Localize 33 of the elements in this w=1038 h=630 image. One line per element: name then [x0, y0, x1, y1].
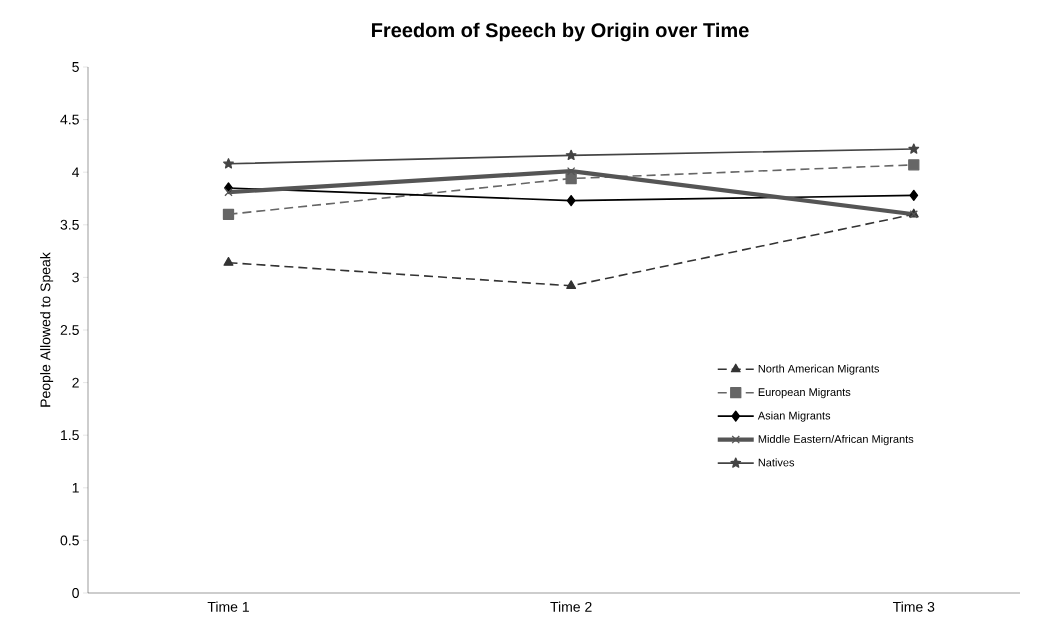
point	[222, 208, 235, 220]
y-tick-label: 1.5	[61, 430, 79, 441]
y-tick-label: 2.5	[60, 325, 79, 335]
y-tick-label: 1	[72, 482, 79, 493]
y-tick-label: 4.5	[60, 114, 79, 125]
point	[908, 159, 920, 171]
legend-label: Asian Migrants	[757, 411, 831, 422]
point	[566, 280, 577, 289]
y-tick-label: 5	[72, 62, 79, 72]
x-tick-label: Time 3	[892, 601, 935, 612]
point	[566, 166, 576, 176]
x-tick-label: Time 2	[550, 601, 592, 612]
legend-label: Middle Eastern/African Migrants	[758, 434, 914, 446]
y-tick-label: 3	[72, 272, 79, 283]
y-tick-label: 4	[72, 167, 80, 178]
legend-label: North American Migrants	[758, 364, 880, 375]
y-tick-label: 2	[72, 377, 79, 388]
y-axis-title: People Allowed to Speak	[40, 252, 54, 407]
y-tick-label: 0	[72, 588, 79, 598]
legend-label: European Migrants	[758, 387, 851, 399]
point	[223, 158, 234, 169]
point	[909, 189, 919, 201]
point	[224, 188, 233, 197]
point	[565, 172, 577, 185]
point	[908, 143, 920, 154]
point	[223, 257, 234, 266]
y-tick-label: 3.5	[60, 219, 79, 230]
y-tick-label: 0.5	[60, 535, 79, 546]
point	[566, 194, 576, 207]
point	[565, 149, 577, 161]
chart-title: Freedom of Speech by Origin over Time	[372, 22, 749, 42]
x-tick-label: Time 1	[207, 601, 249, 612]
legend-label: Natives	[758, 458, 795, 467]
